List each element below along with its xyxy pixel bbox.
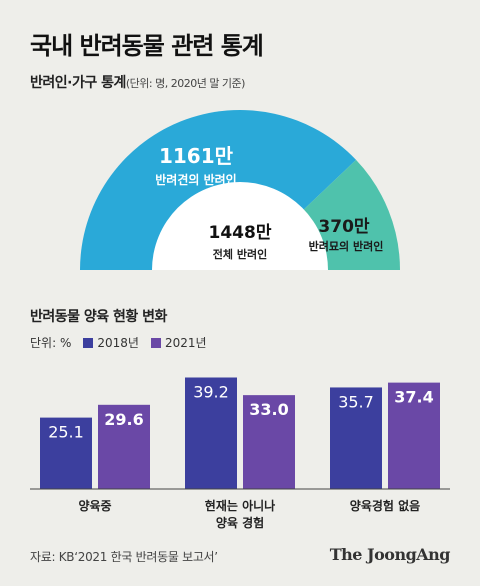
pie-unit-note: (단위: 명, 2020년 말 기준) xyxy=(125,77,246,90)
cat-label: 반려묘의 반려인 xyxy=(309,239,384,253)
center-total xyxy=(152,182,328,270)
category-label-1-line-0: 현재는 아니나 xyxy=(205,498,275,513)
bar-group: 25.1 29.6 39.2 33.0 35.7 37.4 xyxy=(40,377,440,489)
category-label-2-line-0: 양육경험 없음 xyxy=(350,498,420,513)
legend-label-2021: 2021년 xyxy=(164,336,207,350)
bar-section-title: 반려동물 양육 현황 변화 xyxy=(30,309,167,325)
legend-item-2021: 2021년 xyxy=(150,334,207,351)
dog-value-label: 1161만 xyxy=(159,144,234,168)
bar-2018년-2 xyxy=(330,387,382,489)
bar-2018년-0 xyxy=(40,417,92,489)
semicircle-chart: 1161만 반려견의 반려인 1448만 전체 반려인 370만 반려묘의 반려… xyxy=(80,110,400,270)
total-value-label: 1448만 xyxy=(209,223,272,243)
category-label-1-line-1: 양육 경험 xyxy=(216,515,264,530)
dog-label: 반려견의 반려인 xyxy=(155,172,236,187)
bar-2018년-1 xyxy=(185,377,237,489)
pie-section-title: 반려인·가구 통계(단위: 명, 2020년 말 기준) xyxy=(30,72,245,92)
bar-2021년-1 xyxy=(243,395,295,489)
cat-value-label: 370만 xyxy=(318,217,369,237)
bar-value-label-2018년-0: 25.1 xyxy=(48,423,84,442)
main-title: 국내 반려동물 관련 통계 xyxy=(30,32,264,60)
legend: 단위: % 2018년 2021년 xyxy=(30,334,207,351)
bar-value-label-2021년-0: 29.6 xyxy=(104,410,143,429)
bar-value-label-2021년-2: 37.4 xyxy=(394,388,433,407)
bar-value-label-2018년-1: 39.2 xyxy=(193,382,229,401)
bar-value-label-2021년-1: 33.0 xyxy=(249,400,288,419)
pie-title: 반려인·가구 통계 xyxy=(30,75,126,91)
legend-label-2018: 2018년 xyxy=(97,336,139,350)
category-label-0-line-0: 양육중 xyxy=(78,498,111,513)
legend-swatch-2018 xyxy=(83,337,94,348)
bar-2021년-0 xyxy=(98,404,150,489)
legend-swatch-2021 xyxy=(150,337,161,348)
bar-value-label-2018년-2: 35.7 xyxy=(338,392,374,411)
brand-logo: The JoongAng xyxy=(329,545,451,564)
total-label: 전체 반려인 xyxy=(213,247,267,261)
source-note: 자료: KB‘2021 한국 반려동물 보고서’ xyxy=(30,550,218,564)
legend-item-2018: 2018년 xyxy=(83,334,139,351)
bar-2021년-2 xyxy=(388,382,440,489)
unit-label: 단위: % xyxy=(30,336,72,350)
